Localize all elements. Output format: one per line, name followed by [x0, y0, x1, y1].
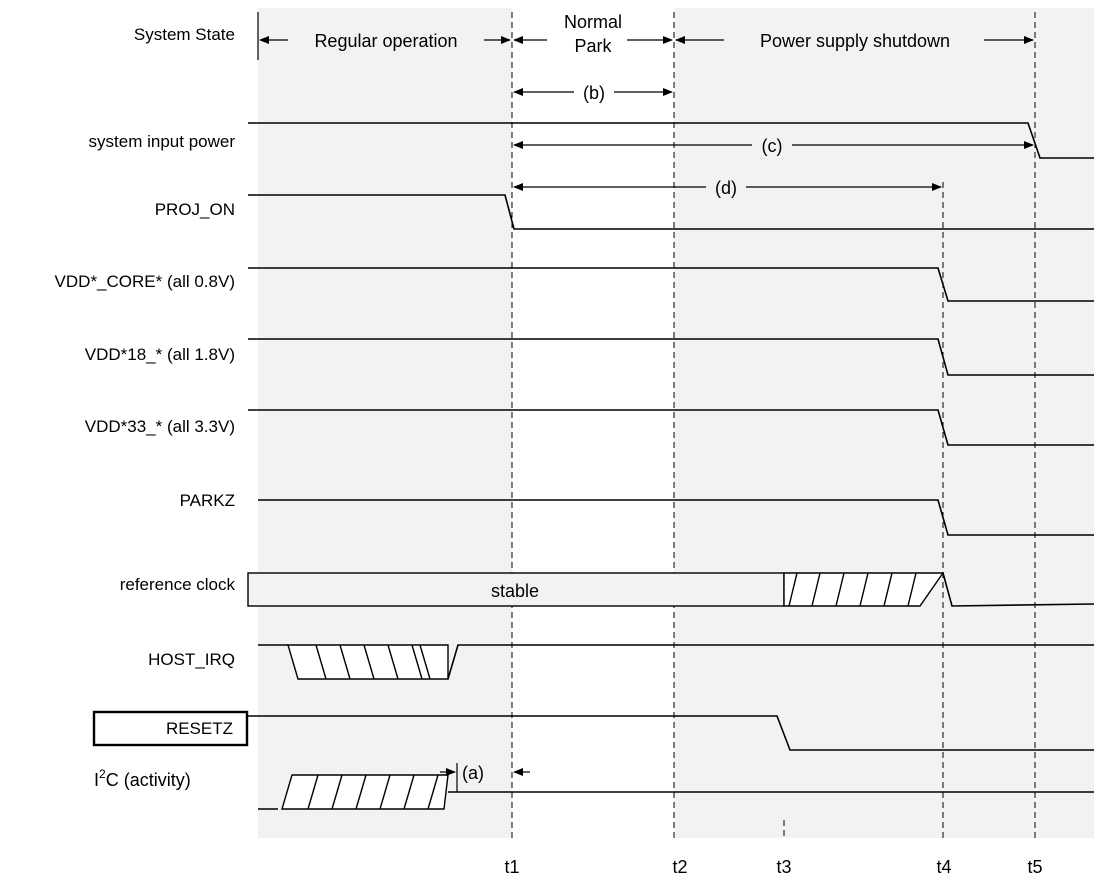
system-input-power-label: system input power [89, 132, 236, 151]
normal-park-label-line1: Normal [564, 12, 622, 32]
reference-clock-stable-box [247, 572, 785, 607]
normal-park-label-line2: Park [574, 36, 612, 56]
resetz-waveform [248, 715, 1094, 751]
shutdown-label-bg [724, 28, 984, 52]
proj-on-label: PROJ_ON [155, 200, 235, 219]
reference-clock-label: reference clock [120, 575, 236, 594]
regular-operation-label: Regular operation [314, 31, 457, 51]
shutdown-label: Power supply shutdown [760, 31, 950, 51]
host-irq-label: HOST_IRQ [148, 650, 235, 669]
t5-label: t5 [1027, 857, 1042, 877]
parkz-label: PARKZ [180, 491, 235, 510]
parkz-waveform [258, 499, 1094, 536]
t3-label: t3 [776, 857, 791, 877]
host-irq-waveform [258, 644, 1094, 680]
vdd-core-waveform [248, 267, 1094, 302]
vdd-core-label: VDD*_CORE* (all 0.8V) [55, 272, 235, 291]
i2c-label: I2C (activity) [94, 767, 191, 790]
vdd-18-label: VDD*18_* (all 1.8V) [85, 345, 235, 364]
resetz-label-box [92, 710, 249, 747]
regular-operation-label-bg [288, 28, 484, 52]
interval-d-bg [706, 175, 746, 199]
interval-b-bg [574, 80, 614, 104]
interval-d-label: (d) [715, 178, 737, 198]
reference-clock-stable-label: stable [491, 581, 539, 601]
interval-c-bg [752, 133, 792, 157]
system-state-label: System State [134, 25, 235, 44]
interval-a-label: (a) [462, 763, 484, 783]
interval-c-label: (c) [762, 136, 783, 156]
vdd-33-label: VDD*33_* (all 3.3V) [85, 417, 235, 436]
reference-clock-off-waveform [942, 572, 1094, 607]
t4-label: t4 [936, 857, 951, 877]
i2c-waveform [258, 774, 1094, 810]
t1-label: t1 [504, 857, 519, 877]
resetz-label: RESETZ [166, 719, 233, 738]
vdd-33-waveform [248, 409, 1094, 446]
interval-b-label: (b) [583, 83, 605, 103]
system-input-power-waveform [248, 122, 1094, 159]
regular-operation-region [258, 8, 512, 838]
t2-label: t2 [672, 857, 687, 877]
reference-clock-transition [783, 572, 945, 607]
normal-park-label-bg [547, 10, 627, 66]
proj-on-waveform [248, 194, 1094, 230]
vdd-18-waveform [248, 338, 1094, 376]
